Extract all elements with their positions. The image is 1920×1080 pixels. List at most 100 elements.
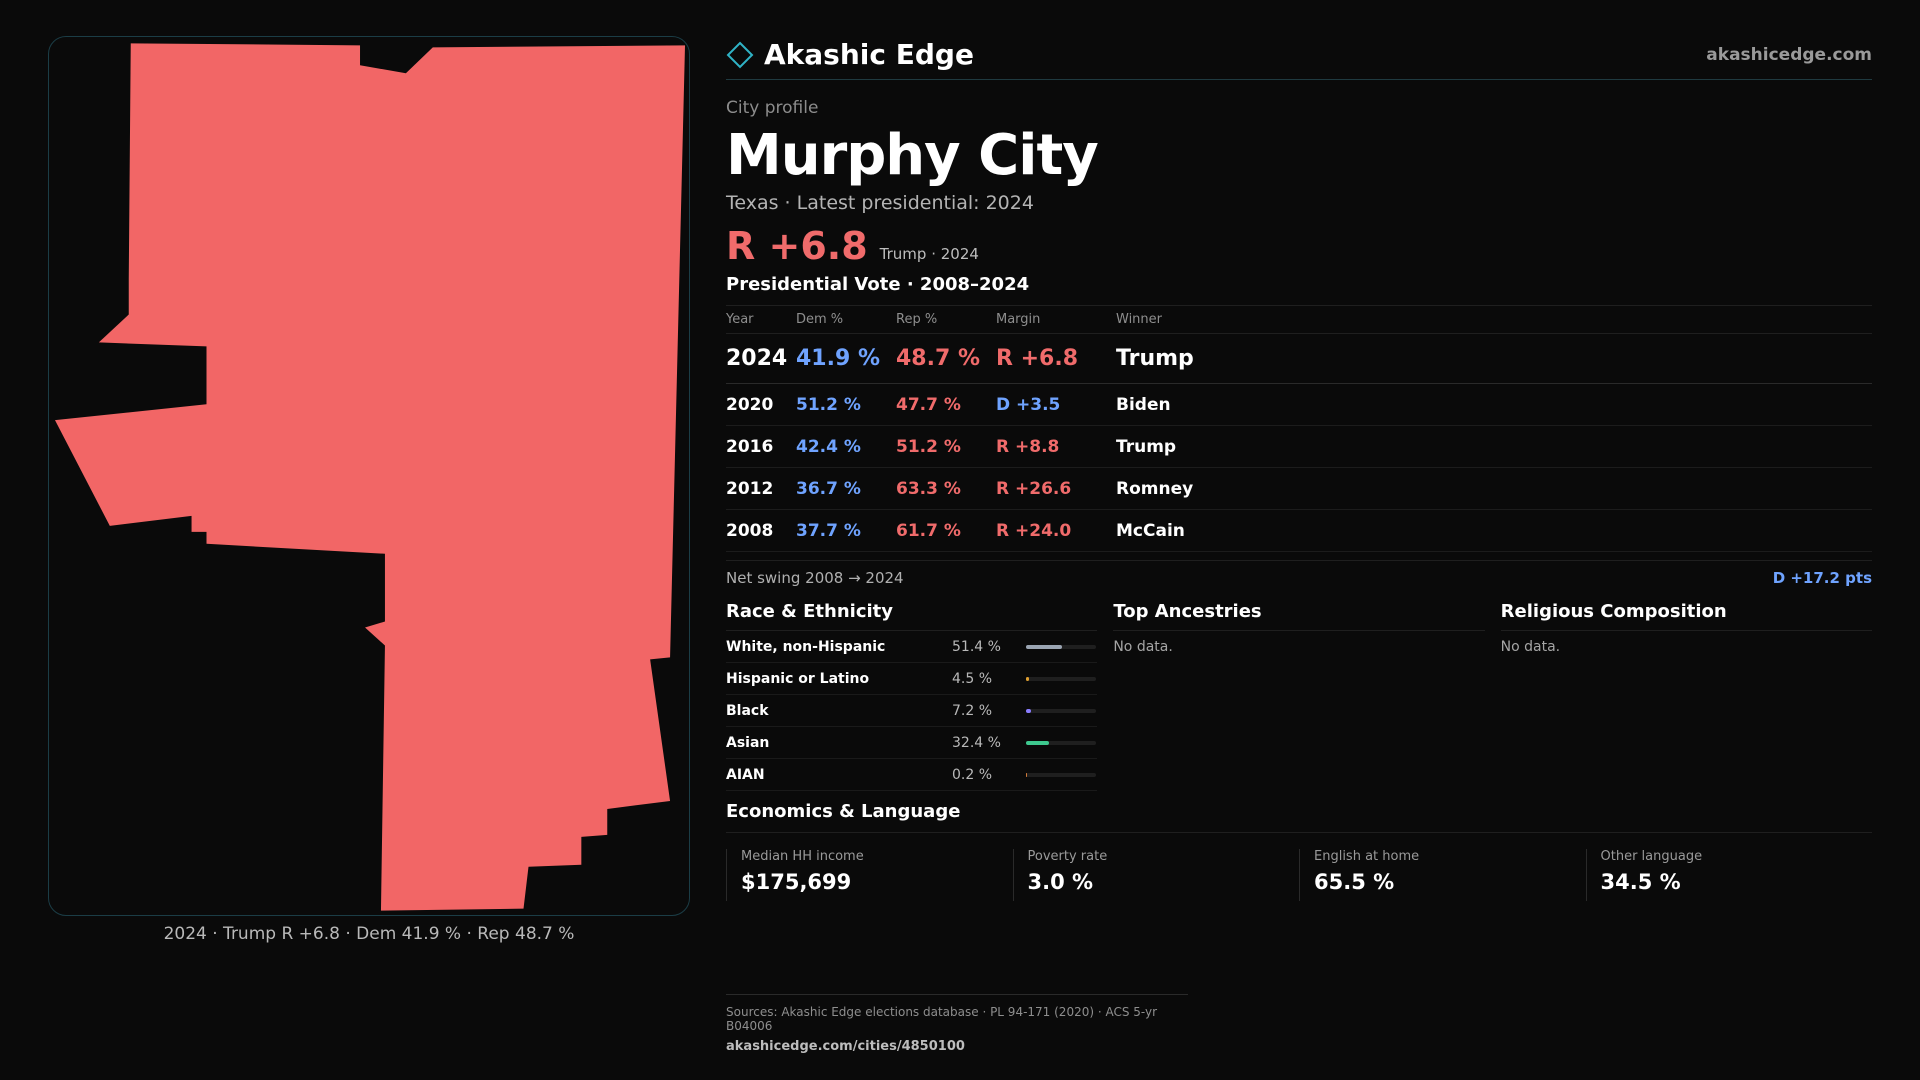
net-swing: Net swing 2008 → 2024 D +17.2 pts: [726, 560, 1872, 587]
econ-value: 3.0 %: [1027, 870, 1094, 895]
race-name: Black: [726, 702, 769, 719]
econ-value: 34.5 %: [1600, 870, 1681, 895]
vote-row: 2012 36.7 % 63.3 % R +26.6 Romney: [726, 467, 1872, 511]
race-row: AIAN 0.2 %: [726, 759, 1098, 792]
econ-label: Other language: [1600, 849, 1703, 865]
vote-section-title: Presidential Vote · 2008–2024: [726, 274, 1030, 296]
religion-title: Religious Composition: [1500, 601, 1872, 632]
page-eyebrow: City profile: [726, 98, 819, 118]
race-pct: 32.4 %: [952, 734, 1001, 751]
vote-row: 2024 41.9 % 48.7 % R +6.8 Trump: [726, 333, 1872, 385]
vote-margin: R +24.0: [996, 509, 1116, 553]
vote-winner: Biden: [1116, 383, 1872, 427]
vote-dem: 41.9 %: [796, 333, 896, 385]
race-list: White, non-Hispanic 51.4 % Hispanic or Lat…: [726, 631, 1098, 792]
economics-grid: Median HH income $175,699 Poverty rate 3…: [726, 849, 1873, 902]
col-margin: Margin: [996, 305, 1116, 335]
vote-table: Year Dem % Rep % Margin Winner 2024 41.9…: [726, 305, 1872, 553]
econ-label: Median HH income: [741, 849, 864, 865]
city-boundary-shape: [54, 43, 686, 911]
race-bar-fill: [1026, 676, 1030, 681]
race-bar-fill: [1026, 644, 1062, 649]
vote-margin: R +8.8: [996, 425, 1116, 469]
col-dem: Dem %: [796, 305, 896, 335]
religion-empty: No data.: [1500, 639, 1561, 656]
race-bar: [1026, 740, 1096, 745]
city-profile-panel: Akashic Edge akashicedge.com City profil…: [726, 30, 1873, 902]
race-pct: 0.2 %: [952, 766, 993, 783]
race-bar: [1026, 676, 1096, 681]
sources-footer: Sources: Akashic Edge elections database…: [726, 994, 1188, 1054]
economics-title: Economics & Language: [726, 801, 1872, 834]
map-caption: 2024 · Trump R +6.8 · Dem 41.9 % · Rep 4…: [163, 924, 575, 944]
page-title: Murphy City: [726, 123, 1099, 188]
swing-label: Net swing 2008 → 2024: [726, 569, 904, 588]
vote-row: 2008 37.7 % 61.7 % R +24.0 McCain: [726, 509, 1872, 553]
race-row: Hispanic or Latino 4.5 %: [726, 663, 1098, 696]
col-year: Year: [726, 305, 796, 335]
race-name: Hispanic or Latino: [726, 670, 870, 687]
vote-year: 2024: [726, 333, 796, 385]
vote-table-header: Year Dem % Rep % Margin Winner: [726, 305, 1872, 335]
vote-dem: 51.2 %: [796, 383, 896, 427]
vote-year: 2008: [726, 509, 796, 553]
city-boundary-map: [54, 43, 686, 911]
header: Akashic Edge akashicedge.com: [726, 30, 1872, 80]
econ-value: $175,699: [741, 870, 852, 895]
vote-rep: 63.3 %: [896, 467, 996, 511]
vote-dem: 36.7 %: [796, 467, 896, 511]
brand-name: Akashic Edge: [764, 38, 974, 71]
race-pct: 4.5 %: [952, 670, 993, 687]
diamond-logo-icon: [726, 41, 754, 68]
vote-dem: 37.7 %: [796, 509, 896, 553]
race-row: White, non-Hispanic 51.4 %: [726, 631, 1098, 664]
race-bar: [1026, 708, 1096, 713]
race-row: Asian 32.4 %: [726, 727, 1098, 760]
econ-label: Poverty rate: [1027, 849, 1108, 865]
econ-label: English at home: [1314, 849, 1420, 865]
demographics-columns: Race & Ethnicity White, non-Hispanic 51.4…: [726, 601, 1872, 792]
swing-value: D +17.2 pts: [1772, 569, 1872, 588]
race-pct: 7.2 %: [952, 702, 993, 719]
race-bar-fill: [1026, 740, 1049, 745]
vote-rep: 48.7 %: [896, 333, 996, 385]
vote-dem: 42.4 %: [796, 425, 896, 469]
ancestries-title: Top Ancestries: [1113, 601, 1485, 632]
econ-card: English at home 65.5 %: [1299, 849, 1586, 902]
race-title: Race & Ethnicity: [726, 601, 1098, 632]
vote-winner: McCain: [1116, 509, 1872, 553]
econ-card: Median HH income $175,699: [726, 849, 1013, 902]
race-section: Race & Ethnicity White, non-Hispanic 51.4…: [726, 601, 1098, 792]
vote-margin: D +3.5: [996, 383, 1116, 427]
vote-winner: Trump: [1116, 333, 1872, 385]
race-bar-fill: [1026, 772, 1028, 777]
vote-margin: R +6.8: [996, 333, 1116, 385]
race-name: AIAN: [726, 766, 765, 783]
col-rep: Rep %: [896, 305, 996, 335]
site-link[interactable]: akashicedge.com: [1706, 44, 1872, 65]
vote-rep: 61.7 %: [896, 509, 996, 553]
race-bar-fill: [1026, 708, 1032, 713]
econ-card: Other language 34.5 %: [1585, 849, 1873, 902]
race-pct: 51.4 %: [952, 638, 1001, 655]
latest-margin: R +6.8 Trump · 2024: [726, 224, 1872, 268]
race-bar: [1026, 644, 1096, 649]
vote-rep: 47.7 %: [896, 383, 996, 427]
margin-value: R +6.8: [726, 224, 868, 269]
sources-link[interactable]: akashicedge.com/cities/4850100: [726, 1039, 965, 1054]
margin-note: Trump · 2024: [879, 245, 979, 264]
city-map: [48, 36, 690, 916]
race-name: White, non-Hispanic: [726, 638, 886, 655]
ancestries-section: Top Ancestries No data.: [1113, 601, 1485, 791]
religion-section: Religious Composition No data.: [1500, 601, 1872, 791]
page-subtitle: Texas · Latest presidential: 2024: [726, 192, 1034, 215]
race-row: Black 7.2 %: [726, 695, 1098, 728]
vote-winner: Trump: [1116, 425, 1872, 469]
econ-value: 65.5 %: [1314, 870, 1395, 895]
vote-year: 2020: [726, 383, 796, 427]
vote-row: 2020 51.2 % 47.7 % D +3.5 Biden: [726, 383, 1872, 427]
econ-card: Poverty rate 3.0 %: [1012, 849, 1300, 902]
vote-margin: R +26.6: [996, 467, 1116, 511]
brand[interactable]: Akashic Edge: [726, 38, 974, 71]
vote-rep: 51.2 %: [896, 425, 996, 469]
